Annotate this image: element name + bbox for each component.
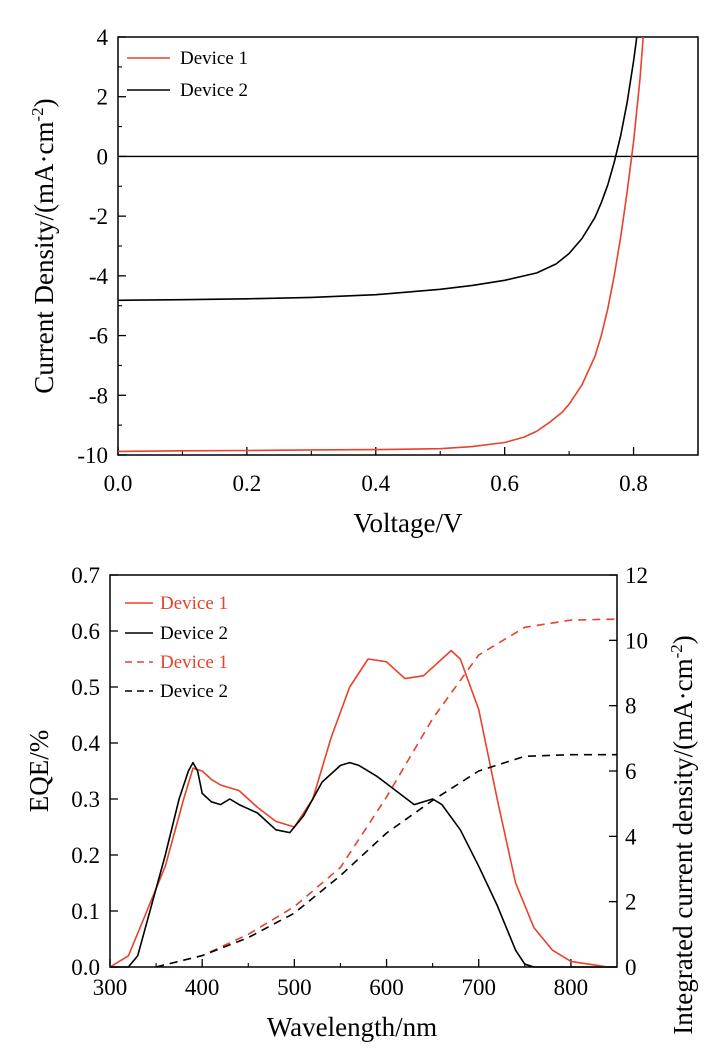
jv-y-tick-label: 4 (97, 25, 109, 50)
jv-legend-label-device-1: Device 1 (180, 48, 248, 69)
jv-x-ticks: 0.0 0.2 0.4 0.6 0.8 (104, 447, 699, 496)
eqe-y2-ticks: 0 2 4 6 8 10 12 (609, 563, 648, 980)
jv-y-tick-label: -8 (89, 383, 108, 408)
jv-x-tick-label: 0.2 (233, 471, 262, 496)
eqe-x-tick-label: 300 (93, 975, 128, 1000)
eqe-y2-tick-label: 2 (625, 890, 637, 915)
jv-y-axis-title-main: Current Density/(mA·cm (29, 121, 59, 393)
eqe-legend-label-device-2-integrated: Device 2 (160, 681, 228, 702)
eqe-y2-axis-title-close: ) (668, 635, 698, 644)
eqe-legend-label-device-2-eqe: Device 2 (160, 623, 228, 644)
jv-y-tick-label: 0 (97, 144, 109, 169)
eqe-y2-tick-label: 6 (625, 759, 637, 784)
eqe-series-line-3-integrated (155, 618, 618, 968)
jv-x-tick-label: 0.8 (619, 471, 648, 496)
eqe-series-group (109, 618, 618, 968)
jv-y-tick-label: -10 (77, 443, 108, 468)
eqe-y2-tick-label: 0 (625, 955, 637, 980)
eqe-x-ticks: 300 400 500 600 700 800 (93, 959, 588, 1000)
eqe-y-tick-label: 0.0 (71, 955, 100, 980)
jv-legend-label-device-2: Device 2 (180, 80, 248, 101)
jv-chart: 0.0 0.2 0.4 0.6 0.8 -10 -8 -6 -4 -2 0 2 4 Voltage/V… (28, 25, 699, 538)
eqe-y-tick-label: 0.5 (71, 675, 100, 700)
jv-legend: Device 1 Device 2 (127, 48, 248, 101)
jv-x-tick-label: 0.6 (490, 471, 519, 496)
eqe-y-tick-label: 0.2 (71, 843, 100, 868)
eqe-y-ticks: 0.0 0.1 0.2 0.3 0.4 0.5 0.6 0.7 (71, 563, 118, 980)
eqe-y-tick-label: 0.6 (71, 619, 100, 644)
eqe-y2-axis-title-main: Integrated current density/(mA·cm (668, 658, 698, 1034)
jv-y-tick-label: 2 (97, 85, 109, 110)
eqe-y-tick-label: 0.3 (71, 787, 100, 812)
eqe-y2-tick-label: 12 (625, 563, 648, 588)
jv-series-line-2 (117, 36, 638, 302)
jv-y-tick-label: -4 (89, 264, 109, 289)
eqe-x-tick-label: 500 (277, 975, 312, 1000)
eqe-x-tick-label: 800 (554, 975, 589, 1000)
jv-y-axis-title: Current Density/(mA·cm-2) (28, 98, 59, 393)
eqe-series-line-1-eqe (109, 649, 617, 968)
eqe-y2-axis-title-sup: -2 (667, 644, 686, 658)
jv-y-ticks: -10 -8 -6 -4 -2 0 2 4 (77, 25, 126, 468)
eqe-legend: Device 1 Device 2 Device 1 Device 2 (125, 593, 228, 702)
eqe-y-tick-label: 0.7 (71, 563, 100, 588)
jv-x-tick-label: 0.0 (104, 471, 133, 496)
jv-series-group (117, 36, 644, 453)
eqe-x-tick-label: 400 (185, 975, 220, 1000)
jv-x-axis-title: Voltage/V (354, 508, 463, 538)
jv-x-tick-label: 0.4 (361, 471, 390, 496)
jv-y-tick-label: -2 (89, 204, 108, 229)
eqe-y-axis-title: EQE/% (24, 730, 54, 812)
eqe-y2-tick-label: 10 (625, 628, 648, 653)
eqe-x-tick-label: 700 (461, 975, 496, 1000)
eqe-y2-axis-title: Integrated current density/(mA·cm-2) (667, 635, 698, 1035)
eqe-x-axis-title: Wavelength/nm (267, 1012, 437, 1042)
eqe-x-tick-label: 600 (369, 975, 404, 1000)
jv-y-axis-title-close: ) (29, 98, 59, 107)
eqe-y-tick-label: 0.1 (71, 899, 100, 924)
eqe-y-tick-label: 0.4 (71, 731, 100, 756)
eqe-series-line-2-eqe (110, 761, 617, 968)
eqe-series-line-4-integrated (155, 753, 617, 968)
eqe-legend-label-device-1-integrated: Device 1 (160, 652, 228, 673)
eqe-chart: 300 400 500 600 700 800 0.0 0.1 0.2 0.3 0.4 0.5 0.6… (24, 563, 698, 1042)
jv-y-tick-label: -6 (89, 324, 108, 349)
eqe-legend-label-device-1-eqe: Device 1 (160, 593, 228, 614)
jv-series-line-1 (117, 36, 644, 453)
jv-y-axis-title-sup: -2 (28, 107, 47, 121)
eqe-y2-tick-label: 8 (625, 694, 637, 719)
eqe-y2-tick-label: 4 (625, 824, 637, 849)
